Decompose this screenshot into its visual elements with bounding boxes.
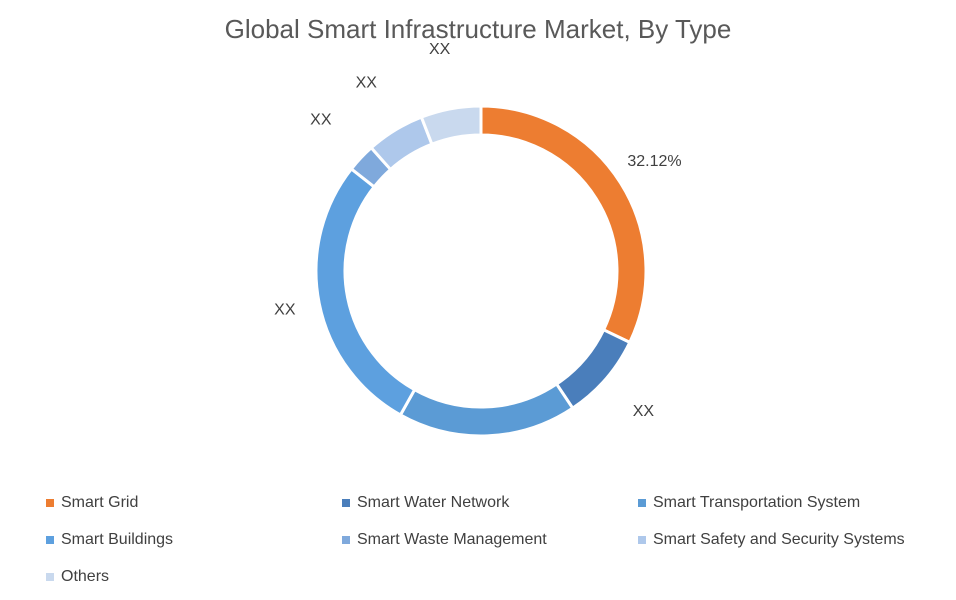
donut-chart: 32.12%XXXXXXXXXXXX bbox=[274, 41, 682, 438]
legend-swatch bbox=[342, 536, 350, 544]
data-label-smart-buildings: XX bbox=[274, 301, 296, 318]
legend-swatch bbox=[46, 573, 54, 581]
legend-label: Others bbox=[61, 568, 110, 585]
legend-label: Smart Grid bbox=[61, 494, 139, 511]
legend-label: Smart Buildings bbox=[61, 531, 174, 548]
legend-swatch bbox=[46, 536, 54, 544]
legend-label: Smart Transportation System bbox=[653, 494, 861, 511]
legend-label: Smart Waste Management bbox=[357, 531, 547, 548]
slice-smart-water-network bbox=[554, 327, 632, 411]
legend-item-smart-transportation-system: Smart Transportation System bbox=[638, 493, 938, 513]
slice-smart-grid bbox=[479, 104, 648, 345]
data-labels: 32.12%XXXXXXXXXXXX bbox=[274, 41, 681, 420]
legend-swatch bbox=[46, 499, 54, 507]
slice-smart-buildings bbox=[314, 166, 417, 418]
legend-item-smart-grid: Smart Grid bbox=[46, 493, 342, 513]
legend-item-smart-waste-management: Smart Waste Management bbox=[342, 530, 638, 550]
legend-label: Smart Safety and Security Systems bbox=[653, 531, 905, 548]
legend-label: Smart Water Network bbox=[357, 494, 510, 511]
legend-item-others: Others bbox=[46, 567, 342, 587]
data-label-smart-water-network: XX bbox=[633, 403, 655, 420]
data-label-others: XX bbox=[429, 41, 451, 58]
slice-smart-transportation-system bbox=[398, 381, 575, 438]
legend-swatch bbox=[638, 536, 646, 544]
slice-others bbox=[419, 104, 483, 147]
legend-item-smart-safety-and-security-systems: Smart Safety and Security Systems bbox=[638, 530, 938, 550]
legend: Smart Grid Smart Water Network Smart Trans… bbox=[46, 493, 946, 587]
legend-swatch bbox=[638, 499, 646, 507]
data-label-smart-grid: 32.12% bbox=[627, 153, 681, 170]
chart-title: Global Smart Infrastructure Market, By T… bbox=[224, 14, 732, 44]
data-label-smart-safety-and-security-systems: XX bbox=[356, 74, 378, 91]
legend-item-smart-water-network: Smart Water Network bbox=[342, 493, 638, 513]
donut-slices bbox=[314, 104, 648, 438]
legend-item-smart-buildings: Smart Buildings bbox=[46, 530, 342, 550]
data-label-smart-waste-management: XX bbox=[310, 111, 332, 128]
legend-swatch bbox=[342, 499, 350, 507]
